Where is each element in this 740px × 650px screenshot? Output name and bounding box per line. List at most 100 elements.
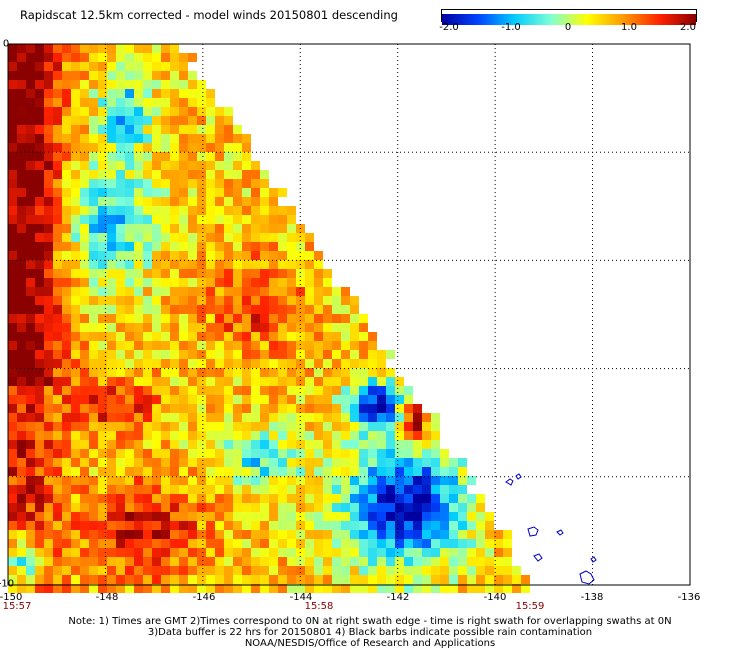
swath-cell — [44, 53, 53, 62]
swath-cell — [377, 494, 386, 503]
swath-cell — [17, 314, 26, 323]
swath-cell — [521, 575, 530, 584]
swath-cell — [233, 242, 242, 251]
swath-cell — [188, 440, 197, 449]
swath-cell — [296, 422, 305, 431]
swath-cell — [170, 98, 179, 107]
swath-cell — [44, 98, 53, 107]
swath-cell — [62, 242, 71, 251]
swath-cell — [476, 548, 485, 557]
swath-cell — [134, 233, 143, 242]
swath-cell — [98, 440, 107, 449]
swath-cell — [143, 485, 152, 494]
swath-cell — [287, 314, 296, 323]
swath-cell — [332, 485, 341, 494]
swath-cell — [206, 125, 215, 134]
swath-cell — [8, 575, 17, 584]
swath-cell — [134, 98, 143, 107]
swath-cell — [206, 368, 215, 377]
swath-cell — [98, 179, 107, 188]
swath-cell — [161, 575, 170, 584]
swath-cell — [431, 548, 440, 557]
swath-cell — [215, 404, 224, 413]
swath-cell — [242, 575, 251, 584]
swath-cell — [449, 467, 458, 476]
swath-cell — [359, 314, 368, 323]
colorbar-tick-label: 2.0 — [680, 22, 696, 33]
swath-cell — [269, 233, 278, 242]
swath-cell — [296, 539, 305, 548]
swath-cell — [494, 557, 503, 566]
swath-cell — [71, 62, 80, 71]
swath-cell — [152, 530, 161, 539]
swath-cell — [161, 116, 170, 125]
swath-cell — [314, 539, 323, 548]
swath-cell — [107, 89, 116, 98]
swath-cell — [8, 557, 17, 566]
swath-cell — [503, 539, 512, 548]
swath-cell — [314, 530, 323, 539]
swath-cell — [26, 323, 35, 332]
swath-cell — [260, 584, 269, 593]
swath-cell — [152, 107, 161, 116]
swath-cell — [314, 395, 323, 404]
swath-cell — [350, 332, 359, 341]
swath-cell — [98, 458, 107, 467]
swath-cell — [278, 566, 287, 575]
swath-cell — [188, 350, 197, 359]
swath-cell — [53, 197, 62, 206]
swath-cell — [170, 107, 179, 116]
swath-cell — [26, 512, 35, 521]
swath-cell — [296, 494, 305, 503]
swath-cell — [197, 125, 206, 134]
swath-cell — [341, 323, 350, 332]
swath-cell — [278, 458, 287, 467]
swath-cell — [215, 314, 224, 323]
x-tick-label: -150 — [0, 592, 23, 603]
swath-cell — [377, 431, 386, 440]
swath-cell — [224, 404, 233, 413]
swath-cell — [242, 440, 251, 449]
swath-cell — [89, 89, 98, 98]
swath-cell — [233, 431, 242, 440]
swath-cell — [278, 503, 287, 512]
swath-cell — [143, 332, 152, 341]
swath-cell — [404, 557, 413, 566]
swath-cell — [260, 179, 269, 188]
swath-cell — [314, 575, 323, 584]
swath-cell — [224, 566, 233, 575]
swath-cell — [152, 98, 161, 107]
swath-cell — [395, 422, 404, 431]
swath-cell — [404, 530, 413, 539]
swath-cell — [125, 503, 134, 512]
swath-cell — [458, 476, 467, 485]
swath-cell — [44, 395, 53, 404]
swath-cell — [35, 62, 44, 71]
swath-cell — [251, 575, 260, 584]
swath-cell — [251, 530, 260, 539]
swath-cell — [206, 458, 215, 467]
swath-cell — [287, 404, 296, 413]
swath-cell — [431, 467, 440, 476]
swath-cell — [296, 278, 305, 287]
swath-cell — [206, 224, 215, 233]
swath-cell — [26, 404, 35, 413]
swath-cell — [116, 584, 125, 593]
swath-cell — [107, 242, 116, 251]
swath-cell — [62, 512, 71, 521]
swath-cell — [503, 548, 512, 557]
swath-cell — [35, 278, 44, 287]
swath-cell — [197, 179, 206, 188]
swath-cell — [188, 341, 197, 350]
swath-cell — [188, 395, 197, 404]
swath-cell — [179, 143, 188, 152]
swath-cell — [152, 476, 161, 485]
swath-cell — [170, 206, 179, 215]
swath-cell — [377, 512, 386, 521]
swath-cell — [422, 431, 431, 440]
swath-cell — [35, 314, 44, 323]
swath-cell — [152, 557, 161, 566]
swath-cell — [377, 575, 386, 584]
swath-cell — [233, 215, 242, 224]
swath-cell — [134, 296, 143, 305]
